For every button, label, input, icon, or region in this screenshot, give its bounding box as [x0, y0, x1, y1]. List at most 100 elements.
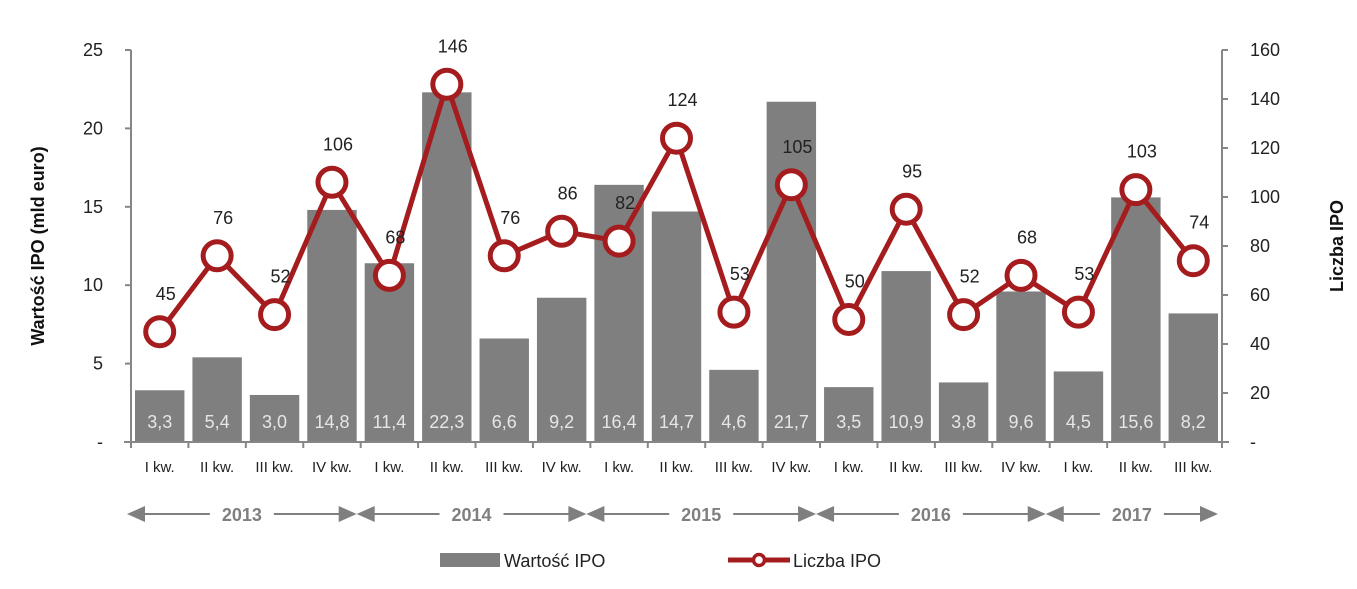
bar	[881, 271, 931, 442]
arrow-left-icon	[127, 506, 145, 522]
x-category-label: I kw.	[374, 459, 404, 476]
line-value-label: 103	[1127, 142, 1157, 162]
year-label: 2016	[911, 505, 951, 525]
line-value-label: 52	[960, 267, 980, 287]
line-marker	[774, 168, 808, 202]
line-value-label: 82	[615, 193, 635, 213]
bar	[307, 209, 357, 442]
bar-value-label: 9,2	[549, 412, 574, 432]
bar	[1053, 371, 1104, 442]
x-category-label: II kw.	[1119, 459, 1153, 476]
line-value-labels: 45 76 52 106 68 146 76 86 82 124 53 105 50 95 52 68 53 10…	[156, 36, 1210, 303]
year-bracket-2014: 2014	[356, 505, 587, 525]
x-category-label: II kw.	[659, 459, 693, 476]
bar-value-label: 10,9	[889, 412, 924, 432]
line-marker	[717, 295, 751, 329]
bar	[249, 394, 300, 442]
legend-label-bar: Wartość IPO	[504, 551, 605, 571]
line-value-label: 74	[1189, 213, 1209, 233]
y-tick-right: 160	[1250, 40, 1280, 60]
arrow-right-icon	[1200, 506, 1218, 522]
line-marker	[315, 165, 349, 199]
line-marker	[889, 192, 923, 226]
bar-value-label: 15,6	[1118, 412, 1153, 432]
y-tick-right: 100	[1250, 187, 1280, 207]
bar-value-label: 21,7	[774, 412, 809, 432]
line-marker	[545, 214, 579, 248]
legend-label-line: Liczba IPO	[793, 551, 881, 571]
bar-value-label: 3,5	[836, 412, 861, 432]
x-category-label: II kw.	[889, 459, 923, 476]
bar	[1111, 197, 1161, 442]
x-category-label: IV kw.	[771, 459, 811, 476]
legend-bar-swatch	[440, 553, 500, 567]
bar	[709, 369, 759, 442]
year-bracket-2015: 2015	[586, 505, 817, 525]
x-category-label: II kw.	[200, 459, 234, 476]
line-value-label: 86	[558, 183, 578, 203]
line-value-label: 53	[1074, 264, 1094, 284]
line-marker	[200, 239, 234, 273]
y-tick-left: 20	[83, 118, 103, 138]
y-tick-right: -	[1250, 432, 1256, 452]
bar-value-label: 4,6	[721, 412, 746, 432]
bar	[996, 291, 1046, 442]
line-marker	[660, 121, 693, 155]
bar-value-labels: 3,3 5,4 3,0 14,8 11,4 22,3 6,6 9,2 16,4 14,7 4,6 21…	[147, 412, 1206, 432]
bar-value-label: 8,2	[1181, 412, 1206, 432]
y-tick-right: 20	[1250, 383, 1270, 403]
line-series-liczba-ipo	[143, 67, 1210, 349]
legend: Wartość IPO Liczba IPO	[440, 551, 881, 571]
line-marker	[947, 298, 981, 332]
y-tick-left: 15	[83, 197, 103, 217]
bar	[1168, 313, 1218, 442]
line-value-label: 124	[667, 90, 697, 110]
bar	[766, 101, 817, 442]
x-category-label: IV kw.	[542, 459, 582, 476]
arrow-left-icon	[1045, 506, 1064, 522]
axes: - 5 10 15 20 25 - 20 40 60 80 100 120 140 160	[83, 40, 1280, 452]
line-value-label: 53	[730, 264, 750, 284]
line-marker	[258, 298, 292, 332]
x-category-label: III kw.	[255, 459, 293, 476]
year-bracket-2016: 2016	[816, 505, 1046, 525]
bar	[135, 390, 185, 442]
arrow-left-icon	[356, 506, 375, 522]
line-value-label: 68	[385, 227, 405, 247]
legend-marker-icon	[751, 552, 767, 568]
x-category-label: III kw.	[1174, 459, 1212, 476]
y-tick-left: -	[97, 432, 103, 452]
bar-value-label: 3,3	[147, 412, 172, 432]
arrow-right-icon	[798, 506, 817, 522]
bar-value-label: 14,7	[659, 412, 694, 432]
y-tick-right: 80	[1250, 236, 1270, 256]
y-axis-title-right: Liczba IPO	[1327, 200, 1347, 292]
bar-value-label: 11,4	[373, 412, 407, 432]
line-value-label: 50	[845, 272, 865, 292]
bar	[479, 338, 529, 442]
y-tick-left: 25	[83, 40, 103, 60]
year-brackets: 2013 2014 2015 2016 2017	[127, 505, 1218, 525]
line-value-label: 105	[782, 137, 812, 157]
bar-value-label: 6,6	[492, 412, 517, 432]
y-axis-title-left: Wartość IPO (mld euro)	[28, 146, 48, 345]
x-category-label: II kw.	[430, 459, 464, 476]
year-label: 2013	[222, 505, 262, 525]
year-label: 2014	[452, 505, 492, 525]
x-category-label: I kw.	[1063, 459, 1093, 476]
y-tick-right: 140	[1250, 89, 1280, 109]
bar-series-wartosc-ipo	[135, 92, 1218, 442]
line-marker	[1061, 295, 1095, 329]
bar	[536, 297, 587, 442]
x-category-label: IV kw.	[1001, 459, 1041, 476]
y-tick-right: 40	[1250, 334, 1270, 354]
y-tick-left: 10	[83, 275, 103, 295]
y-tick-right: 120	[1250, 138, 1280, 158]
year-label: 2017	[1112, 505, 1152, 525]
line-marker	[372, 258, 406, 292]
line-marker	[832, 303, 866, 336]
bar-value-label: 3,0	[262, 412, 287, 432]
year-label: 2015	[681, 505, 721, 525]
year-bracket-2017: 2017	[1045, 505, 1218, 525]
